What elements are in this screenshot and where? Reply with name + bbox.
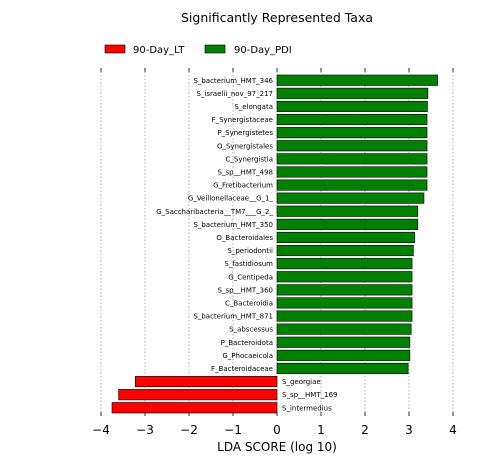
bar-label-22: F_Bacteroidaceae [211, 365, 273, 373]
bar-25 [111, 402, 278, 414]
bar-label-2: S_elongata [234, 103, 273, 111]
bar-label-8: G_Fretibacterium [213, 182, 273, 190]
legend-label-lt: 90-Day_LT [133, 45, 185, 56]
bar-0 [276, 74, 438, 86]
bar-label-5: O_Synergistales [217, 142, 273, 150]
legend-label-pdi: 90-Day_PDI [234, 45, 292, 56]
x-axis: −4 −3 −2 −1 0 1 2 3 4 [92, 68, 457, 437]
bar-17 [276, 297, 413, 309]
x-tick-label-7: 3 [405, 423, 413, 437]
bar-label-19: S_abscessus [229, 326, 273, 334]
x-tick-label-4: 0 [273, 423, 281, 437]
bar-label-20: P_Bacteroidota [221, 339, 273, 347]
bar-label-24: S_sp__HMT_169 [282, 391, 337, 399]
bar-12 [276, 231, 416, 243]
bar-label-23: S_georgiae [282, 378, 321, 386]
bar-label-9: G_Veillonellaceae__G_1_ [188, 195, 274, 203]
bar-label-10: G_Saccharibacteria__TM7___G_2_ [156, 208, 273, 216]
bar-14 [276, 258, 413, 270]
x-tick-label-8: 4 [449, 423, 457, 437]
bar-label-14: S_fastidiosum [224, 260, 273, 268]
chart-title: Significantly Represented Taxa [181, 10, 373, 25]
bar-13 [276, 245, 414, 257]
bar-label-6: C_Synergistia [226, 155, 274, 163]
bar-label-0: S_bacterium_HMT_346 [193, 77, 273, 85]
bar-6 [276, 153, 428, 165]
x-axis-label: LDA SCORE (log 10) [217, 440, 337, 454]
bar-labels: S_bacterium_HMT_346 S_israelii_nov_97_217… [156, 77, 337, 413]
bar-1 [276, 87, 429, 99]
bar-2 [276, 100, 428, 112]
bar-label-4: P_Synergistetes [217, 129, 273, 137]
bar-19 [276, 323, 412, 335]
bar-23 [135, 375, 278, 388]
bar-15 [276, 271, 413, 283]
bar-label-3: F_Synergistaceae [212, 116, 273, 124]
bars [111, 74, 438, 414]
bar-label-1: S_israelii_nov_97_217 [197, 90, 273, 98]
bar-3 [276, 114, 428, 126]
bar-7 [276, 166, 428, 178]
legend: 90-Day_LT 90-Day_PDI [104, 44, 292, 56]
x-tick-label-3: −1 [224, 423, 242, 437]
x-tick-label-1: −3 [136, 423, 154, 437]
bar-8 [276, 179, 428, 191]
bar-9 [276, 192, 425, 204]
bar-16 [276, 284, 413, 296]
bar-22 [276, 362, 409, 375]
x-tick-label-0: −4 [92, 423, 110, 437]
bar-label-7: S_sp__HMT_498 [218, 168, 273, 176]
legend-swatch-lt [104, 44, 126, 54]
bar-24 [118, 389, 278, 401]
bar-20 [276, 336, 411, 348]
bar-21 [276, 349, 411, 361]
x-tick-label-6: 2 [361, 423, 369, 437]
bar-label-16: S_sp__HMT_360 [218, 286, 273, 294]
bar-label-15: G_Centipeda [228, 273, 273, 281]
bar-5 [276, 140, 428, 152]
bar-18 [276, 310, 413, 322]
bar-10 [276, 205, 419, 217]
bar-label-11: S_bacterium_HMT_350 [193, 221, 273, 229]
bar-label-17: C_Bacteroidia [225, 299, 273, 307]
bar-label-25: S_intermedius [282, 404, 332, 412]
bar-label-21: G_Phocaeicola [222, 352, 273, 360]
bar-label-18: S_bacterium_HMT_871 [193, 313, 273, 321]
bar-label-12: O_Bacteroidales [216, 234, 273, 242]
x-tick-label-2: −2 [180, 423, 198, 437]
x-tick-label-5: 1 [317, 423, 325, 437]
bar-11 [276, 218, 419, 230]
legend-swatch-pdi [204, 44, 226, 54]
bar-label-13: S_periodontii [227, 247, 273, 255]
bar-4 [276, 127, 428, 139]
